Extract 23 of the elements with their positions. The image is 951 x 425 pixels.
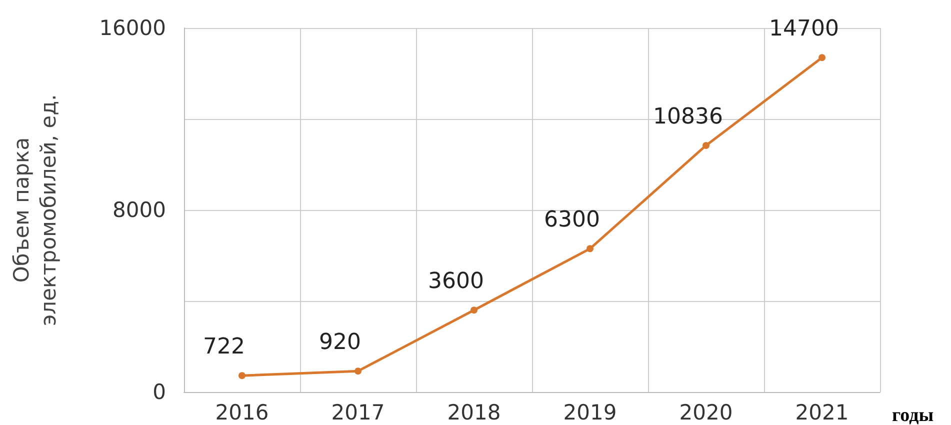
- data-label: 722: [203, 334, 245, 360]
- point: [238, 372, 246, 380]
- x-axis-title: годы: [892, 405, 934, 425]
- x-tick-label: 2018: [447, 400, 501, 424]
- data-label: 6300: [544, 208, 600, 233]
- x-tick-label: 2020: [679, 400, 733, 424]
- point: [702, 142, 710, 149]
- y-tick-label: 8000: [112, 198, 166, 222]
- data-label: 14700: [769, 16, 839, 42]
- data-label: 10836: [653, 104, 723, 130]
- y-tick-label: 16000: [99, 16, 166, 40]
- x-tick-label: 2016: [215, 400, 269, 424]
- data-label: 3600: [428, 269, 484, 294]
- y-tick-label: 0: [152, 380, 166, 404]
- x-tick-label: 2017: [331, 400, 385, 424]
- point: [354, 368, 362, 375]
- x-tick-label: 2019: [563, 400, 617, 424]
- data-label: 920: [319, 330, 361, 356]
- point: [586, 245, 594, 252]
- x-tick-label: 2021: [795, 400, 849, 424]
- y-axis-title: Объем парка электромобилей, ед.: [10, 94, 60, 326]
- point: [818, 54, 826, 62]
- point: [470, 306, 478, 314]
